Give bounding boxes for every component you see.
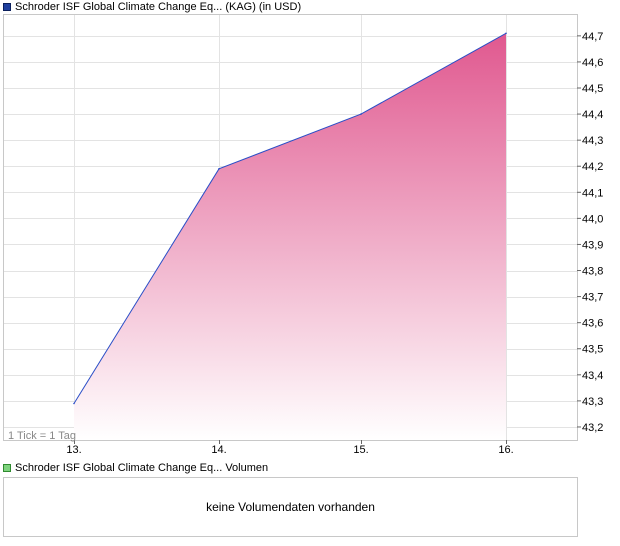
legend-volume: Schroder ISF Global Climate Change Eq...… — [3, 461, 268, 475]
x-tick-label: 13. — [66, 444, 81, 456]
legend-price-swatch — [3, 3, 11, 11]
legend-price-label: Schroder ISF Global Climate Change Eq...… — [15, 1, 302, 13]
legend-price: Schroder ISF Global Climate Change Eq...… — [3, 0, 301, 14]
y-tick-label: 44,3 — [582, 135, 603, 147]
y-tick-label: 43,7 — [582, 292, 603, 304]
legend-volume-label: Schroder ISF Global Climate Change Eq...… — [15, 462, 269, 474]
y-tick-label: 44,4 — [582, 109, 603, 121]
y-tick-label: 44,2 — [582, 161, 603, 173]
y-tick-label: 44,7 — [582, 31, 603, 43]
price-area-fill — [74, 33, 506, 441]
y-tick-label: 43,5 — [582, 344, 603, 356]
y-tick-label: 44,5 — [582, 83, 603, 95]
y-tick-label: 43,6 — [582, 318, 603, 330]
price-point — [360, 113, 362, 115]
price-point — [73, 402, 75, 405]
volume-empty-message: keine Volumendaten vorhanden — [206, 500, 375, 514]
price-chart: 43,2 43,3 43,4 43,5 43,6 43,7 43,8 43,9 44,0 44,1… — [3, 14, 603, 456]
volume-panel: keine Volumendaten vorhanden — [3, 477, 578, 537]
y-tick-label: 44,6 — [582, 57, 603, 69]
legend-volume-swatch — [3, 464, 11, 472]
y-tick-label: 43,2 — [582, 422, 603, 434]
price-line — [73, 32, 507, 404]
y-tick-label: 43,3 — [582, 396, 603, 408]
y-tick-label: 43,4 — [582, 370, 603, 382]
y-tick-label: 43,8 — [582, 266, 603, 278]
tick-note: 1 Tick = 1 Tag — [8, 430, 76, 442]
x-tick-label: 14. — [211, 444, 226, 456]
y-tick-label: 43,9 — [582, 239, 603, 251]
x-tick-label: 16. — [498, 444, 513, 456]
y-tick-label: 44,0 — [582, 213, 603, 225]
price-point — [505, 32, 507, 35]
y-tick-label: 44,1 — [582, 187, 603, 199]
x-tick-label: 15. — [353, 444, 368, 456]
price-point — [218, 168, 220, 170]
